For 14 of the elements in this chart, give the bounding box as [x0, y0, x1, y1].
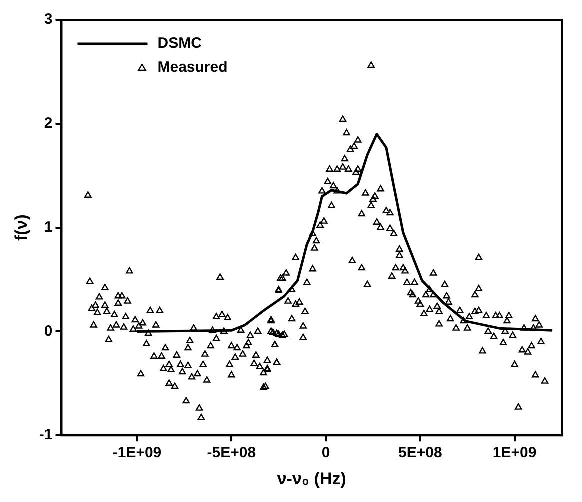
y-tick-label: -1: [39, 426, 53, 444]
y-tick-label: 2: [44, 115, 53, 132]
x-tick-label: 5E+08: [398, 444, 442, 462]
y-axis-title: f(ν): [12, 214, 31, 242]
y-tick-label: 3: [44, 11, 53, 28]
x-tick-label: -5E+08: [207, 444, 256, 462]
legend-label: DSMC: [158, 35, 202, 52]
x-tick-label: -1E+09: [112, 444, 162, 462]
x-axis-title: ν-ν₀ (Hz): [277, 469, 346, 488]
x-tick-label: 0: [322, 444, 330, 462]
y-tick-label: 0: [44, 322, 53, 340]
x-tick-label: 1E+09: [492, 444, 537, 462]
y-tick-label: 1: [44, 218, 53, 236]
legend-label: Measured: [158, 59, 228, 76]
